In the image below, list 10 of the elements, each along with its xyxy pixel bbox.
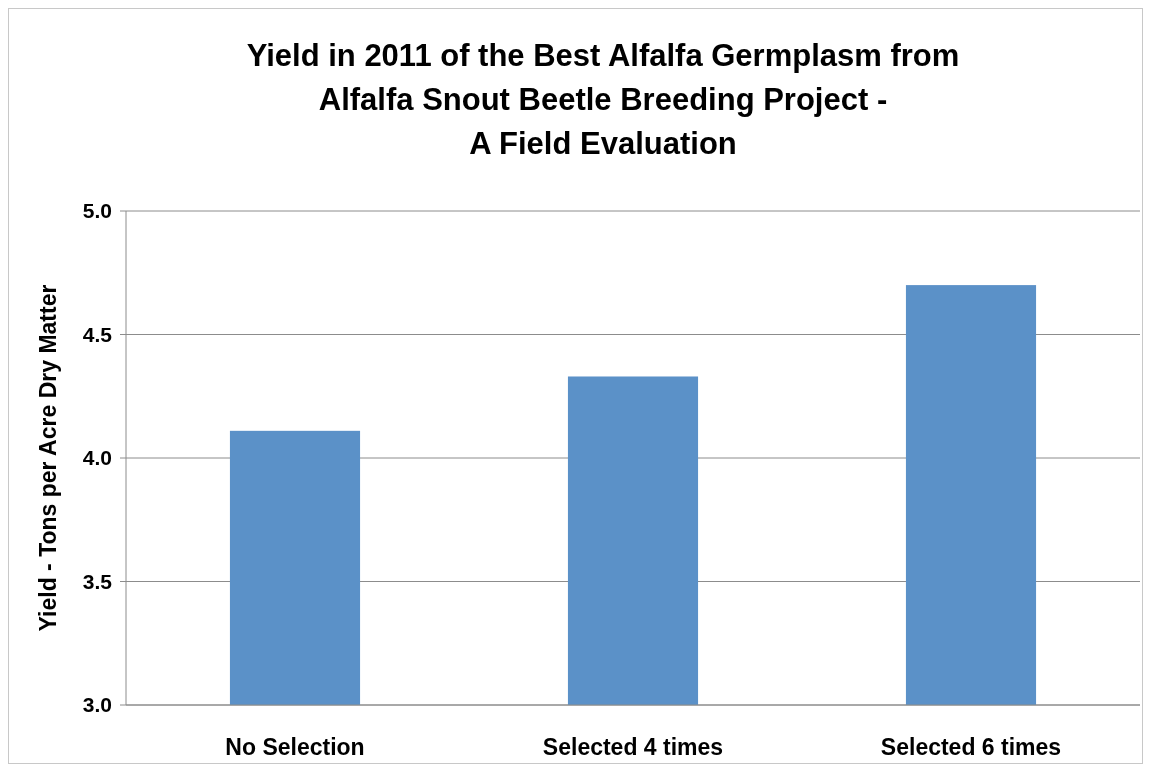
- x-tick-label: Selected 4 times: [542, 734, 724, 760]
- y-tick-label: 3.5: [82, 569, 113, 593]
- y-tick-label: 4.5: [82, 322, 113, 346]
- chart-title: Yield in 2011 of the Best Alfalfa Germplasm from Alfalfa Snout Beetle Breeding Project - A Field Evaluation: [246, 38, 960, 161]
- x-tick-label: No Selection: [225, 734, 365, 760]
- y-tick-label: 4.0: [82, 446, 112, 470]
- x-tick-label: Selected 6 times: [880, 734, 1062, 760]
- y-axis-title: Yield - Tons per Acre Dry Matter: [35, 284, 61, 632]
- y-tick-label: 3.0: [82, 693, 112, 717]
- y-tick-label: 5.0: [82, 199, 112, 223]
